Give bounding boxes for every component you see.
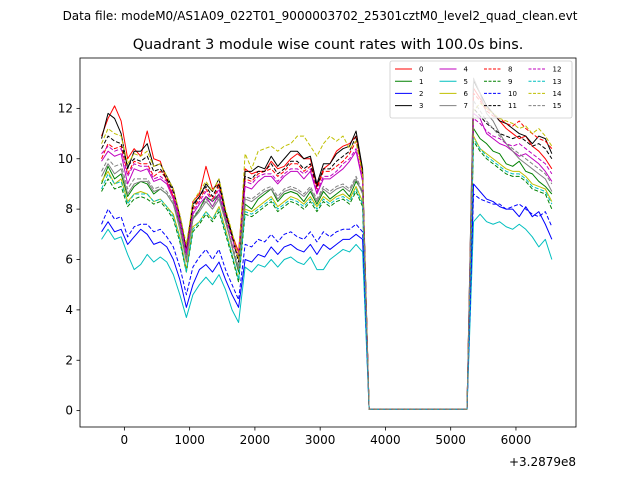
plot-frame <box>79 57 577 428</box>
x-offset-label: +3.2879e8 <box>509 455 576 469</box>
series-line-5 <box>101 213 553 410</box>
legend-label-8: 8 <box>508 66 512 74</box>
chart-title: Quadrant 3 module wise count rates with … <box>133 37 524 53</box>
legend-label-0: 0 <box>419 66 423 74</box>
y-tick-label: 10 <box>58 152 73 166</box>
x-tick-label: 5000 <box>435 433 466 447</box>
x-tick-label: 4000 <box>370 433 401 447</box>
legend-label-10: 10 <box>508 90 517 98</box>
y-tick-label: 0 <box>65 404 73 418</box>
series-line-12 <box>101 117 553 410</box>
series-line-6 <box>101 135 553 410</box>
x-tick-label: 0 <box>121 433 129 447</box>
x-tick-label: 3000 <box>305 433 336 447</box>
series-line-13 <box>101 138 553 410</box>
legend-label-3: 3 <box>419 102 423 110</box>
legend-label-13: 13 <box>553 78 562 86</box>
y-tick-label: 12 <box>58 101 73 115</box>
legend-label-4: 4 <box>464 66 469 74</box>
y-tick-label: 4 <box>65 303 73 317</box>
legend-label-12: 12 <box>553 66 562 74</box>
series-line-10 <box>101 193 553 410</box>
figure-suptitle: Data file: modeM0/AS1A09_022T01_90000037… <box>63 9 578 23</box>
y-tick-label: 8 <box>65 202 73 216</box>
legend-label-2: 2 <box>419 90 423 98</box>
x-tick-label: 1000 <box>174 433 205 447</box>
x-tick-label: 2000 <box>240 433 271 447</box>
y-tick-label: 6 <box>65 253 73 267</box>
x-tick-label: 6000 <box>501 433 532 447</box>
legend-label-5: 5 <box>464 78 468 86</box>
x-axis: 0 1000 2000 3000 4000 5000 6000 <box>121 427 532 447</box>
series-line-9 <box>101 140 553 410</box>
series-line-2 <box>101 183 553 410</box>
legend-label-15: 15 <box>553 102 562 110</box>
legend-label-9: 9 <box>508 78 512 86</box>
legend-label-1: 1 <box>419 78 423 86</box>
legend-label-11: 11 <box>508 102 517 110</box>
y-axis: 0 2 4 6 8 10 12 <box>58 101 80 418</box>
legend-box <box>389 60 573 119</box>
legend-label-7: 7 <box>464 102 468 110</box>
y-tick-label: 2 <box>65 353 73 367</box>
legend-label-14: 14 <box>553 90 562 98</box>
legend-label-6: 6 <box>464 90 469 98</box>
